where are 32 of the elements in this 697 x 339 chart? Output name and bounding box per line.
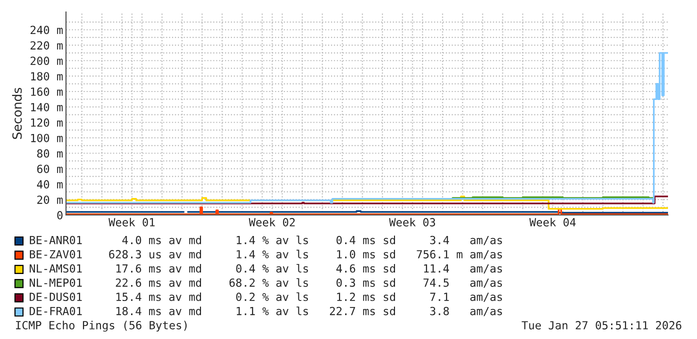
text: ICMP Echo Pings (56 Bytes): [16, 320, 187, 332]
text: 18.4 ms av md 1.1 % av ls 22.7 ms sd 3.8 am/as: [116, 306, 502, 316]
y-tick-label: 120 m: [31, 118, 63, 127]
y-axis-title: Seconds: [12, 88, 22, 139]
legend-label: DE-FRA01: [30, 306, 82, 316]
legend-label: BE-ZAV01: [30, 250, 82, 258]
x-tick-label: Week 04: [529, 218, 576, 226]
text: 4.0 ms av md 1.4 % av ls 0.4 ms sd 3.4 am/as: [122, 236, 502, 246]
text: 17.6 ms av md 0.4 % av ls 4.6 ms sd 11.4 am/as: [116, 264, 502, 274]
y-tick-label: 220 m: [30, 41, 63, 50]
y-tick-label: 160 m: [31, 88, 63, 96]
legend-label: DE-DUS01: [30, 292, 82, 302]
y-tick-label: 240 m: [30, 26, 63, 34]
y-tick-label: 20 m: [37, 196, 63, 204]
x-tick-label: Week 03: [389, 218, 436, 226]
y-tick-label: 100 m: [31, 134, 63, 142]
y-tick-label: 140 m: [31, 102, 63, 112]
y-tick-label: 0: [57, 211, 62, 220]
legend-label: BE-ANR01: [30, 236, 82, 244]
y-tick-label: 80 m: [37, 149, 63, 158]
y-tick-label: 60 m: [37, 164, 63, 174]
text: 15.4 ms av md 0.2 % av ls 1.2 ms sd 7.1 am/as: [116, 292, 502, 302]
y-tick-label: 180 m: [31, 72, 63, 80]
legend-label: NL-AMS01: [30, 264, 82, 273]
x-tick-label: Week 02: [248, 218, 295, 226]
text: 22.6 ms av md 68.2 % av ls 0.3 ms sd 74.5 am/as: [116, 278, 502, 288]
text: Tue Jan 27 05:51:11 2026: [522, 321, 682, 330]
legend-label: NL-MEP01: [30, 278, 82, 287]
text: 628.3 us av md 1.4 % av ls 1.0 ms sd 756.1 m am/as: [109, 250, 502, 260]
y-tick-label: 200 m: [30, 56, 63, 66]
y-tick-label: 40 m: [37, 180, 63, 189]
x-tick-label: Week 01: [108, 218, 155, 226]
